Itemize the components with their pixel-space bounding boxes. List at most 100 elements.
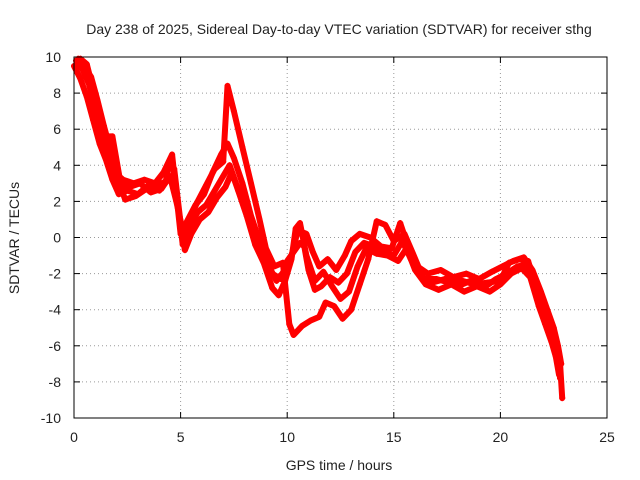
data-point-marker xyxy=(286,321,293,328)
data-point-marker xyxy=(213,194,220,201)
data-point-marker xyxy=(328,283,335,290)
data-point-marker xyxy=(435,286,442,293)
data-point-marker xyxy=(433,276,440,283)
data-point-marker xyxy=(137,180,144,187)
data-point-marker xyxy=(205,209,212,216)
grid xyxy=(74,57,607,418)
data-point-marker xyxy=(348,238,355,245)
y-tick-label: 0 xyxy=(53,230,61,246)
data-point-marker xyxy=(279,259,286,266)
data-point-marker xyxy=(316,313,323,320)
data-point-marker xyxy=(203,182,210,189)
data-point-marker xyxy=(446,279,453,286)
data-point-marker xyxy=(341,252,348,259)
data-point-marker xyxy=(188,230,195,237)
data-point-marker xyxy=(230,108,237,115)
data-point-marker xyxy=(147,189,154,196)
series-layer xyxy=(71,55,566,402)
y-tick-label: -10 xyxy=(41,410,61,426)
data-point-marker xyxy=(331,303,338,310)
data-point-marker xyxy=(348,306,355,313)
data-point-marker xyxy=(343,270,350,277)
x-tick-label: 5 xyxy=(177,429,185,445)
data-point-marker xyxy=(559,395,566,402)
data-point-marker xyxy=(126,183,133,190)
data-point-marker xyxy=(228,169,235,176)
data-point-marker xyxy=(230,155,237,162)
y-tick-label: -8 xyxy=(49,374,62,390)
y-axis-label: SDTVAR / TECUs xyxy=(6,182,22,294)
y-tick-label: -2 xyxy=(49,266,62,282)
data-point-marker xyxy=(194,198,201,205)
data-point-marker xyxy=(196,216,203,223)
data-point-marker xyxy=(256,216,263,223)
data-point-marker xyxy=(335,279,342,286)
y-tick-label: 8 xyxy=(53,85,61,101)
data-point-marker xyxy=(173,198,180,205)
data-point-marker xyxy=(360,239,367,246)
data-point-marker xyxy=(211,165,218,172)
y-tick-label: 6 xyxy=(53,121,61,137)
data-point-marker xyxy=(166,158,173,165)
data-point-marker xyxy=(373,218,380,225)
x-tick-label: 10 xyxy=(279,429,295,445)
data-point-marker xyxy=(299,322,306,329)
data-point-marker xyxy=(352,248,359,255)
data-point-marker xyxy=(409,250,416,257)
data-point-marker xyxy=(239,144,246,151)
data-point-marker xyxy=(401,230,408,237)
data-point-marker xyxy=(497,277,504,284)
data-point-marker xyxy=(424,270,431,277)
data-point-marker xyxy=(171,165,178,172)
data-point-marker xyxy=(239,180,246,187)
data-point-marker xyxy=(324,256,331,263)
data-point-marker xyxy=(262,245,269,252)
x-tick-label: 0 xyxy=(70,429,78,445)
data-point-marker xyxy=(222,183,229,190)
data-point-marker xyxy=(548,330,555,337)
data-point-marker xyxy=(109,176,116,183)
y-tick-label: -6 xyxy=(49,338,62,354)
data-point-marker xyxy=(471,281,478,288)
data-point-marker xyxy=(365,256,372,263)
data-point-marker xyxy=(296,220,303,227)
data-point-marker xyxy=(311,286,318,293)
x-axis-label: GPS time / hours xyxy=(286,457,393,473)
data-point-marker xyxy=(269,285,276,292)
x-tick-label: 15 xyxy=(386,429,402,445)
data-point-marker xyxy=(322,299,329,306)
y-tick-label: 2 xyxy=(53,193,61,209)
y-tick-label: -4 xyxy=(49,302,62,318)
data-point-marker xyxy=(186,216,193,223)
data-point-marker xyxy=(337,295,344,302)
series-line xyxy=(77,55,564,382)
data-point-marker xyxy=(303,252,310,259)
data-point-marker xyxy=(181,247,188,254)
data-point-marker xyxy=(373,250,380,257)
data-point-marker xyxy=(96,140,103,147)
x-tick-label: 20 xyxy=(493,429,509,445)
data-point-marker xyxy=(243,212,250,219)
data-point-marker xyxy=(484,279,491,286)
data-point-marker xyxy=(486,288,493,295)
data-point-marker xyxy=(179,227,186,234)
data-point-marker xyxy=(557,375,564,382)
data-point-marker xyxy=(505,259,512,266)
data-point-marker xyxy=(247,180,254,187)
data-point-marker xyxy=(260,259,267,266)
data-point-marker xyxy=(311,277,318,284)
data-point-marker xyxy=(141,176,148,183)
data-point-marker xyxy=(395,257,402,264)
data-point-marker xyxy=(77,75,84,82)
chart-title: Day 238 of 2025, Sidereal Day-to-day VTE… xyxy=(86,21,592,37)
data-point-marker xyxy=(390,238,397,245)
series-track-d xyxy=(77,55,564,382)
y-tick-label: 10 xyxy=(45,49,61,65)
data-point-marker xyxy=(437,266,444,273)
data-point-marker xyxy=(316,263,323,270)
data-point-marker xyxy=(96,109,103,116)
data-point-marker xyxy=(235,187,242,194)
data-point-marker xyxy=(516,256,523,263)
data-point-marker xyxy=(508,270,515,277)
